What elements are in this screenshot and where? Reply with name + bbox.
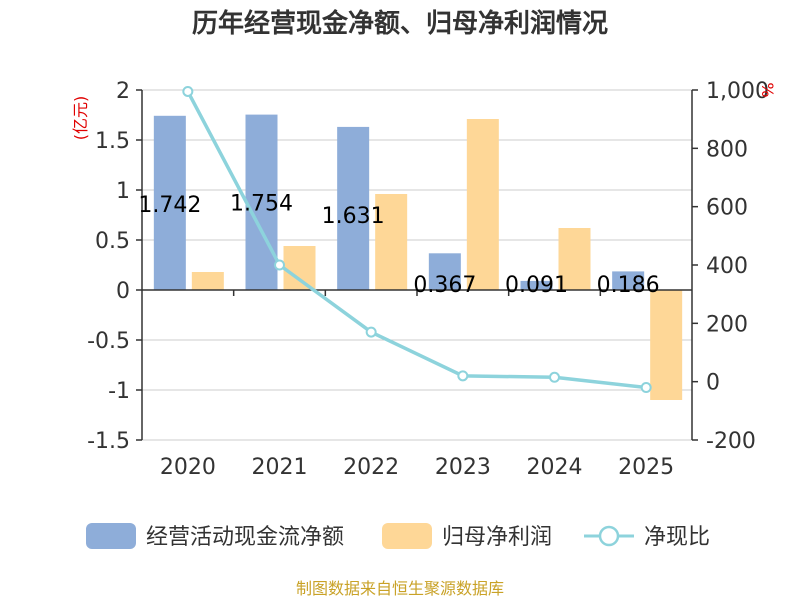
net-profit-bar <box>191 272 224 290</box>
ratio-point <box>182 85 194 97</box>
legend-swatch-cash-flow <box>86 523 136 549</box>
ratio-line <box>182 85 652 393</box>
cash-flow-bar <box>520 280 553 290</box>
net-profit-bar <box>283 246 316 290</box>
gridlines <box>142 89 692 441</box>
cash-flow-data-label: 1.631 <box>322 204 385 229</box>
cash-flow-bar <box>245 114 278 290</box>
cash-flow-data-label: 1.742 <box>138 193 201 218</box>
right-tick-label: 400 <box>706 254 748 279</box>
left-tick-label: -1.5 <box>87 429 130 454</box>
cash-flow-data-label: 0.091 <box>505 273 568 298</box>
left-tick-label: 0 <box>116 279 130 304</box>
category-label: 2024 <box>527 455 583 480</box>
cash-flow-data-label: 0.186 <box>597 273 660 298</box>
axes: 2 1.5 1 0.5 0 -0.5 -1 -1.5 1,000 800 600 400 200 0 -20… <box>87 79 769 480</box>
net-profit-bar <box>375 194 408 290</box>
right-tick-label: 800 <box>706 137 748 162</box>
cash-flow-bar <box>428 253 461 290</box>
right-tick-label: 200 <box>706 312 748 337</box>
cash-flow-bar <box>337 126 370 291</box>
left-tick-label: 0.5 <box>95 229 130 254</box>
ratio-point <box>549 371 560 383</box>
left-tick-label: 1 <box>116 179 130 204</box>
category-label: 2022 <box>343 455 399 480</box>
right-tick-label: -200 <box>706 429 756 454</box>
legend-label-net-profit: 归母净利润 <box>442 525 552 550</box>
right-axis-unit: % <box>758 82 777 97</box>
left-tick-label: -0.5 <box>87 329 130 354</box>
cash-flow-bar <box>612 271 645 290</box>
category-label: 2020 <box>160 455 216 480</box>
category-label: 2021 <box>252 455 308 480</box>
cash-flow-bar <box>153 115 186 290</box>
left-axis-unit: (亿元) <box>71 96 90 141</box>
source-note: 制图数据来自恒生聚源数据库 <box>296 579 504 598</box>
ratio-point <box>365 326 377 338</box>
right-tick-label: 0 <box>706 371 720 396</box>
left-tick-label: 2 <box>116 79 130 104</box>
left-tick-label: 1.5 <box>95 129 130 154</box>
legend-swatch-net-profit <box>382 523 432 549</box>
legend-label-ratio: 净现比 <box>644 525 710 550</box>
right-tick-label: 1,000 <box>706 79 769 104</box>
bars <box>153 114 683 400</box>
legend: 经营活动现金流净额 归母净利润 净现比 <box>86 523 710 550</box>
left-tick-label: -1 <box>108 379 130 404</box>
ratio-point <box>457 370 469 382</box>
ratio-point <box>640 382 652 393</box>
ratio-point <box>274 259 285 271</box>
cash-flow-data-label: 1.754 <box>230 192 293 217</box>
ratio-polyline <box>186 90 647 390</box>
legend-swatch-ratio-marker <box>598 525 620 547</box>
net-profit-bar <box>558 228 591 290</box>
right-tick-label: 600 <box>706 196 748 221</box>
net-profit-bar <box>650 290 683 400</box>
data-labels: 1.742 1.754 1.631 0.367 0.091 0.186 <box>138 192 659 298</box>
category-label: 2023 <box>435 455 491 480</box>
chart-title: 历年经营现金净额、归母净利润情况 <box>192 8 608 39</box>
net-profit-bar <box>466 119 499 290</box>
legend-label-cash-flow: 经营活动现金流净额 <box>146 525 344 550</box>
category-label: 2025 <box>618 455 674 480</box>
cash-flow-data-label: 0.367 <box>413 273 476 298</box>
